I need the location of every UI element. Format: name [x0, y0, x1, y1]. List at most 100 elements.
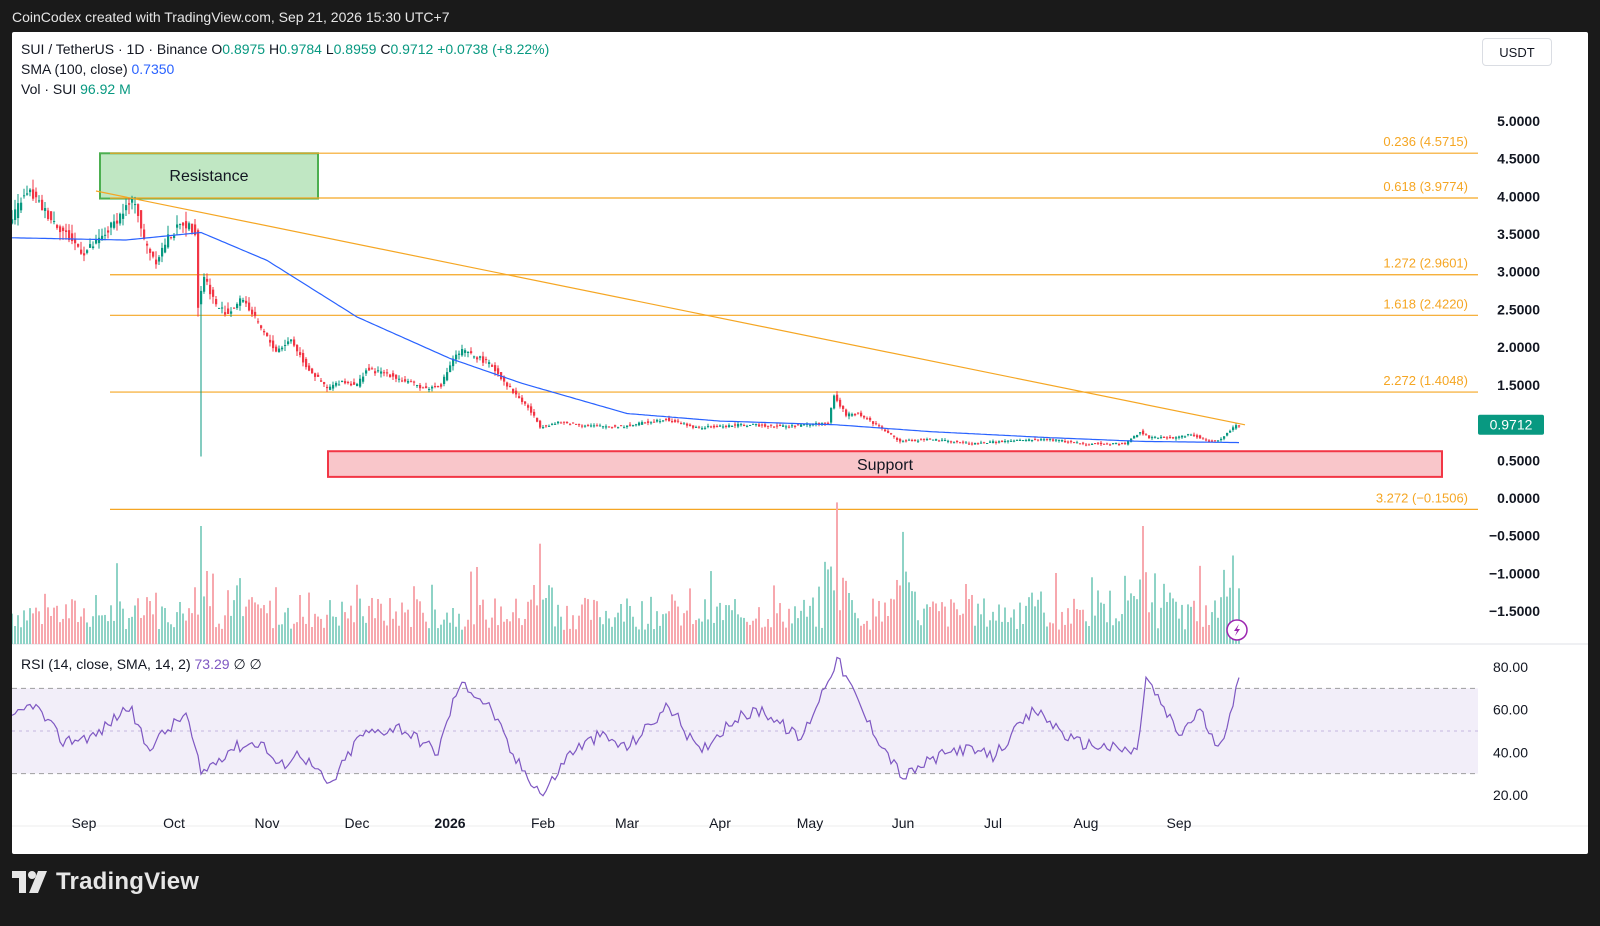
- volume-bar: [1238, 588, 1240, 644]
- candle-body: [356, 383, 359, 386]
- candle-body: [293, 339, 296, 346]
- volume-bar: [209, 606, 211, 644]
- volume-bar: [818, 586, 820, 644]
- volume-bar: [569, 628, 571, 644]
- volume-bar: [1115, 618, 1117, 644]
- candle-body: [242, 300, 245, 302]
- candle-body: [92, 246, 95, 249]
- candle-body: [428, 389, 431, 391]
- candle-body: [374, 371, 377, 374]
- volume-bar: [428, 628, 430, 644]
- candle-body: [941, 439, 944, 441]
- volume-bar: [989, 620, 991, 644]
- volume-bar: [125, 629, 127, 644]
- volume-bar: [905, 571, 907, 644]
- volume-legend[interactable]: Vol · SUI 96.92 M: [21, 81, 131, 97]
- candle-body: [884, 429, 887, 432]
- candle-body: [341, 380, 344, 382]
- volume-bar: [1082, 609, 1084, 644]
- chart-canvas[interactable]: Resistance Support 0.236 (4.5715) 0.618 (3.…: [12, 32, 1588, 854]
- volume-bar: [539, 543, 541, 644]
- chart-panel[interactable]: Resistance Support 0.236 (4.5715) 0.618 (3.…: [12, 32, 1588, 854]
- volume-bar: [527, 601, 529, 644]
- rsi-legend[interactable]: RSI (14, close, SMA, 14, 2) 73.29 ∅ ∅: [21, 656, 262, 673]
- candle-body: [14, 209, 17, 221]
- candle-body: [236, 304, 239, 309]
- volume-bar: [668, 611, 670, 644]
- descending-trendline: [95, 190, 1246, 426]
- candle-body: [782, 425, 785, 427]
- volume-bar: [254, 602, 256, 644]
- volume-bar: [563, 629, 565, 644]
- candle-body: [1106, 443, 1109, 445]
- candle-body: [191, 223, 194, 233]
- volume-bar: [116, 563, 118, 644]
- candle-body: [926, 439, 929, 441]
- candle-body: [1016, 439, 1019, 441]
- resistance-zone[interactable]: [99, 152, 319, 200]
- volume-bar: [155, 592, 157, 644]
- volume-bar: [815, 626, 817, 644]
- candle-body: [1073, 442, 1076, 444]
- candle-body: [401, 380, 404, 382]
- volume-bar: [1031, 592, 1033, 644]
- volume-bar: [1067, 608, 1069, 644]
- current-price-badge: [1478, 414, 1544, 435]
- volume-bar: [98, 615, 100, 644]
- candle-body: [1064, 441, 1067, 443]
- candle-body: [1058, 439, 1061, 441]
- volume-bar: [107, 621, 109, 644]
- candle-body: [371, 368, 374, 370]
- candle-body: [122, 213, 125, 219]
- volume-bar: [887, 615, 889, 644]
- volume-bar: [1013, 609, 1015, 644]
- candle-body: [983, 442, 986, 444]
- candle-body: [416, 384, 419, 386]
- candle-body: [572, 422, 575, 424]
- volume-bar: [1232, 555, 1234, 644]
- candle-body: [518, 396, 521, 399]
- candle-body: [287, 341, 290, 345]
- candle-body: [1094, 443, 1097, 445]
- candle-body: [845, 409, 848, 416]
- volume-bar: [173, 627, 175, 644]
- candle-body: [254, 311, 257, 317]
- candle-body: [1091, 443, 1094, 445]
- candle-body: [989, 441, 992, 443]
- volume-bar: [92, 616, 94, 644]
- candle-body: [1211, 440, 1214, 442]
- sma-legend[interactable]: SMA (100, close) 0.7350: [21, 61, 174, 77]
- volume-bar: [41, 624, 43, 644]
- candle-body: [914, 440, 917, 442]
- candle-body: [194, 224, 197, 235]
- volume-bar: [170, 624, 172, 644]
- volume-bar: [110, 605, 112, 644]
- volume-bar: [422, 612, 424, 644]
- volume-bar: [575, 629, 577, 644]
- candle-body: [758, 424, 761, 427]
- volume-bar: [1226, 596, 1228, 644]
- candle-body: [266, 332, 269, 336]
- candle-body: [548, 425, 551, 427]
- volume-bar: [161, 606, 163, 644]
- volume-value: 96.92 M: [80, 81, 131, 97]
- time-tick: Nov: [255, 815, 280, 831]
- volume-bar: [602, 624, 604, 644]
- candle-body: [1037, 439, 1040, 441]
- volume-bar: [257, 604, 259, 644]
- price-tick: 2.0000: [1497, 339, 1540, 355]
- candle-body: [701, 428, 704, 430]
- volume-bar: [269, 600, 271, 644]
- time-tick: Feb: [531, 815, 555, 831]
- volume-bar: [560, 616, 562, 644]
- support-zone[interactable]: [327, 450, 1443, 478]
- time-tick: Sep: [1167, 815, 1192, 831]
- candle-body: [1172, 437, 1175, 439]
- tradingview-brand[interactable]: TradingView: [12, 862, 199, 902]
- volume-bar: [596, 601, 598, 644]
- candle-body: [410, 381, 413, 383]
- volume-bar: [215, 627, 217, 644]
- candle-body: [1061, 440, 1064, 442]
- tradingview-logo-icon: [12, 871, 47, 893]
- currency-selector[interactable]: USDT: [1482, 38, 1552, 66]
